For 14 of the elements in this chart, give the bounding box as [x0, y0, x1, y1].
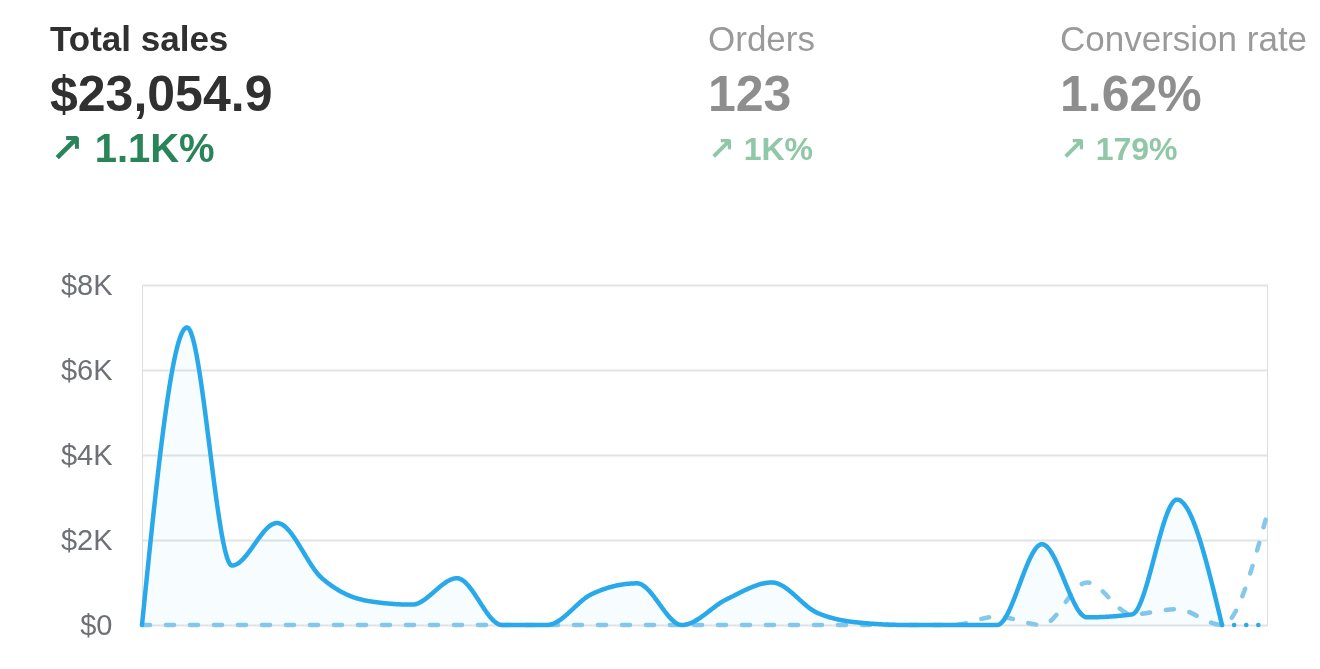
- text: ↗ 179%: [1060, 131, 1178, 167]
- text: Conversion rate: [1060, 19, 1308, 58]
- text: 1.62%: [1060, 66, 1202, 122]
- text: $23,054.9: [50, 66, 273, 122]
- text: 123: [708, 66, 792, 122]
- text: ↗ 1K%: [708, 131, 814, 167]
- text: ↗ 1.1K%: [50, 126, 215, 170]
- y-tick-label: $8K: [60, 268, 114, 301]
- y-tick-label: $4K: [60, 438, 114, 471]
- y-tick-label: $6K: [60, 353, 114, 386]
- text: Orders: [708, 19, 815, 58]
- text: Total sales: [50, 19, 229, 58]
- y-tick-label: $0: [80, 608, 113, 641]
- y-tick-label: $2K: [60, 523, 114, 556]
